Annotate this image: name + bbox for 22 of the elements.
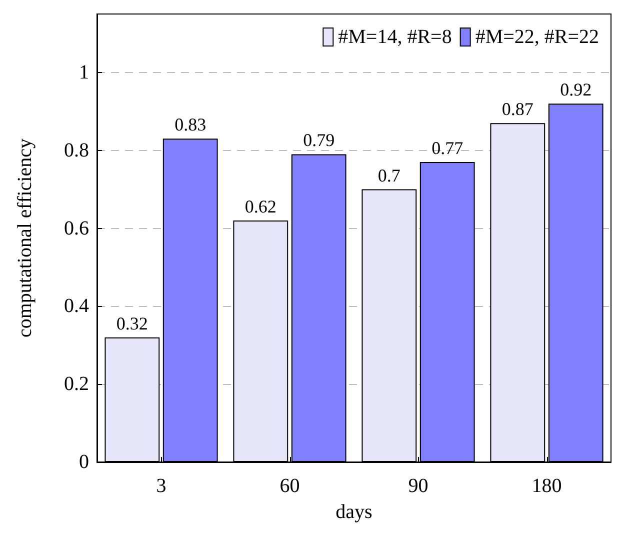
data-label: 0.7 — [378, 165, 400, 186]
data-label: 0.87 — [502, 99, 534, 120]
x-tick-label: 3 — [156, 475, 166, 497]
data-label: 0.62 — [244, 196, 276, 216]
legend-label: #M=22, #R=22 — [475, 26, 600, 48]
y-tick-label: 1 — [79, 61, 89, 84]
y-tick-label: 0.6 — [64, 217, 89, 240]
x-tick-label: 180 — [532, 475, 562, 497]
data-label: 0.83 — [174, 114, 206, 135]
data-label: 0.79 — [303, 130, 335, 150]
legend-label: #M=14, #R=8 — [338, 26, 452, 48]
y-tick-label: 0 — [79, 451, 89, 473]
y-tick-label: 0.4 — [64, 295, 89, 318]
x-axis-title: days — [336, 501, 373, 523]
data-label: 0.32 — [116, 313, 148, 334]
y-tick-label: 0.8 — [64, 139, 89, 162]
y-axis-title: computational efficiency — [14, 138, 36, 338]
x-tick-label: 60 — [280, 475, 300, 497]
data-label: 0.77 — [432, 138, 464, 158]
y-tick-label: 0.2 — [64, 373, 89, 396]
x-tick-label: 90 — [408, 475, 428, 497]
data-label: 0.92 — [560, 80, 592, 100]
